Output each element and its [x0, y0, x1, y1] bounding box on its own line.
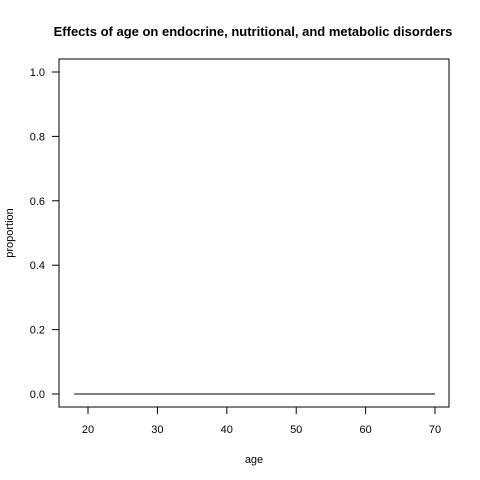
x-tick-label: 30	[151, 424, 163, 436]
y-axis-label: proportion	[4, 208, 16, 258]
x-tick-label: 70	[429, 424, 441, 436]
x-tick-label: 60	[359, 424, 371, 436]
y-tick-label: 0.2	[30, 325, 45, 337]
x-tick-label: 40	[221, 424, 233, 436]
y-tick-label: 0.0	[30, 389, 45, 401]
y-tick-label: 1.0	[30, 67, 45, 79]
x-tick-label: 20	[82, 424, 94, 436]
plot-frame	[58, 58, 450, 408]
x-tick-label: 50	[290, 424, 302, 436]
y-tick-label: 0.8	[30, 131, 45, 143]
y-tick-label: 0.4	[30, 260, 45, 272]
chart-title: Effects of age on endocrine, nutritional…	[54, 24, 453, 39]
x-axis-label: age	[245, 454, 263, 466]
y-tick-label: 0.6	[30, 196, 45, 208]
y-axis: 0.0 0.2 0.4 0.6 0.8 1.0	[30, 67, 59, 401]
x-axis: 20 30 40 50 60 70	[82, 407, 441, 436]
